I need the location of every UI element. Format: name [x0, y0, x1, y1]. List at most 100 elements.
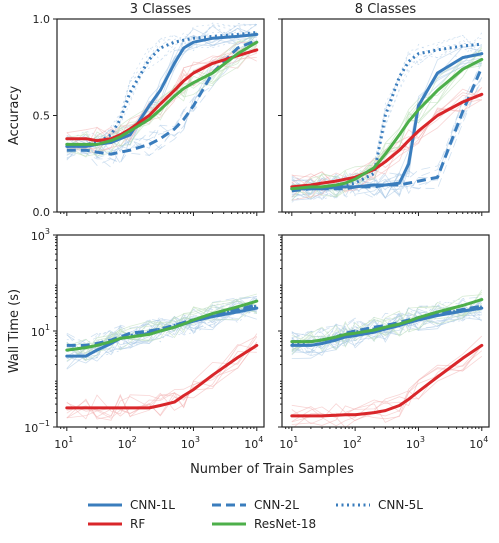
trial-line [291, 289, 483, 352]
trial-line [66, 28, 258, 159]
legend-label: CNN-1L [130, 498, 175, 512]
trial-line [66, 335, 257, 421]
trial-line [66, 296, 258, 358]
trial-line [291, 49, 482, 198]
panel-1: 0.0 0.5 1.0 3 Classes Accuracy [7, 2, 265, 219]
trial-line [291, 79, 483, 202]
trial-line [66, 300, 257, 353]
trial-line [66, 33, 258, 164]
legend-label: RF [130, 517, 145, 531]
tick-exponent: 3 [45, 227, 50, 236]
series-line-cnn-1l [290, 306, 484, 347]
trial-line [66, 303, 258, 359]
tick-exponent: 1 [45, 323, 50, 332]
trial-line [66, 42, 257, 169]
series-line-resnet-18 [65, 40, 259, 146]
tick-exponent: 4 [483, 435, 488, 444]
trial-line [291, 304, 483, 350]
y-tick-label: 101 [31, 323, 50, 339]
y-axis-label: Accuracy [7, 86, 22, 146]
trial-line [66, 40, 257, 149]
tick-base: 10 [31, 230, 45, 243]
trial-line [66, 22, 257, 141]
trial-line [291, 94, 482, 193]
tick-base: 10 [118, 438, 132, 451]
x-tick-label: 101 [54, 435, 73, 451]
trial-line [66, 299, 258, 354]
series-line-resnet-18 [65, 299, 259, 352]
series-line-rf [290, 92, 484, 189]
tick-exponent: 2 [132, 435, 137, 444]
y-tick-label: 0.5 [33, 110, 51, 123]
series-line-cnn-1l [65, 32, 259, 148]
series-line-cnn-5l [291, 42, 482, 191]
y-tick-label: 1.0 [33, 13, 51, 26]
trial-line [66, 36, 257, 153]
x-tick-label: 102 [343, 435, 362, 451]
trial-line [291, 345, 483, 427]
legend-label: ResNet-18 [254, 517, 316, 531]
trial-line [66, 342, 258, 420]
trial-line [291, 345, 483, 422]
tick-base: 10 [24, 422, 38, 435]
tick-exponent: −1 [38, 419, 50, 428]
panel-4: 101 102 103 104 [278, 234, 490, 451]
trial-line [66, 301, 257, 359]
trial-line [291, 65, 482, 195]
y-tick-label: 10−1 [24, 419, 50, 435]
panel-2: 8 Classes [278, 2, 490, 216]
y-tick-label: 103 [31, 227, 50, 243]
x-tick-label: 102 [118, 435, 137, 451]
trial-line [291, 32, 483, 196]
tick-exponent: 3 [420, 435, 425, 444]
y-axis-label: Wall Time (s) [7, 289, 22, 373]
trial-line [66, 351, 257, 418]
trial-line [66, 40, 258, 159]
tick-base: 10 [244, 438, 258, 451]
panel-title: 8 Classes [355, 2, 417, 17]
trial-line [66, 22, 257, 147]
legend-label: CNN-5L [378, 498, 423, 512]
trial-line [66, 55, 257, 150]
tick-exponent: 3 [195, 435, 200, 444]
tick-base: 10 [181, 438, 195, 451]
series-line-cnn-2l [291, 66, 484, 193]
tick-base: 10 [406, 438, 420, 451]
tick-exponent: 4 [258, 435, 263, 444]
x-tick-label: 104 [244, 435, 263, 451]
plot-area [65, 293, 259, 421]
series-line-resnet-18 [290, 298, 484, 344]
trial-line [66, 333, 258, 420]
x-tick-label: 103 [181, 435, 200, 451]
tick-base: 10 [469, 438, 483, 451]
legend: CNN-1L CNN-2L CNN-5L RF ResNet-18 [88, 498, 423, 531]
trial-line [66, 39, 258, 166]
tick-base: 10 [279, 438, 293, 451]
series-line-rf [65, 343, 259, 410]
tick-base: 10 [31, 326, 45, 339]
x-axis-label: Number of Train Samples [190, 462, 354, 477]
trial-line [291, 37, 482, 201]
plot-area [65, 22, 259, 169]
trial-line [291, 300, 483, 349]
tick-base: 10 [343, 438, 357, 451]
x-tick-label: 104 [469, 435, 488, 451]
trial-line [291, 311, 482, 348]
tick-exponent: 1 [68, 435, 73, 444]
series-line-rf [65, 48, 259, 143]
series-line-rf [290, 343, 484, 418]
legend-label: CNN-2L [254, 498, 299, 512]
x-tick-label: 103 [406, 435, 425, 451]
x-tick-label: 101 [279, 435, 298, 451]
panel-title: 3 Classes [130, 2, 192, 17]
series-line-resnet-18 [290, 58, 484, 191]
trial-line [66, 27, 257, 156]
series-line-cnn-2l [66, 38, 258, 156]
plot-area [290, 289, 484, 427]
y-tick-label: 0.0 [33, 206, 51, 219]
tick-base: 10 [54, 438, 68, 451]
tick-exponent: 2 [357, 435, 362, 444]
trial-line [291, 297, 483, 349]
